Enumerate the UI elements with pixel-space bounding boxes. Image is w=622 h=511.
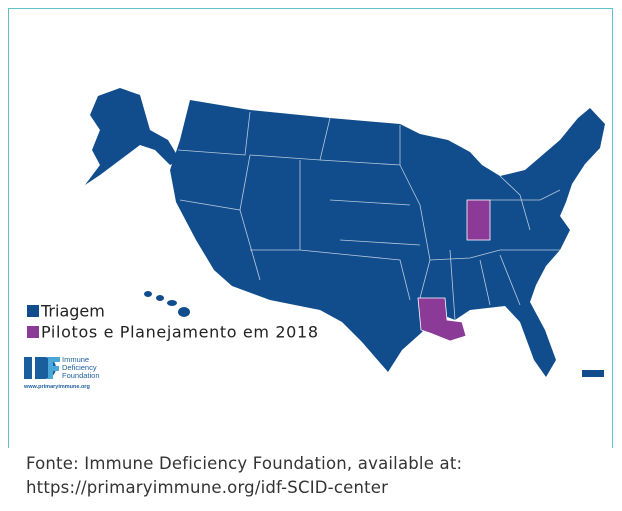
logo-shape <box>48 357 60 379</box>
legend-swatch <box>27 326 39 338</box>
hawaii-island <box>167 300 177 306</box>
logo-url: www.primaryimmune.org <box>23 384 90 390</box>
hawaii-island <box>178 307 190 317</box>
puerto-rico <box>582 370 604 377</box>
contiguous-us <box>170 100 605 377</box>
logo: Immune Deficiency Foundation www.primary… <box>23 355 100 390</box>
us-map <box>85 88 605 377</box>
hawaii-island <box>156 295 164 301</box>
logo-shape <box>24 357 32 379</box>
caption: Fonte: Immune Deficiency Foundation, ava… <box>26 454 463 497</box>
legend-label: Triagem <box>40 302 105 321</box>
indiana <box>466 199 491 241</box>
logo-text: Deficiency <box>62 363 97 372</box>
map: Triagem Pilotos e Planejamento em 2018 I… <box>23 88 605 390</box>
legend-swatch <box>27 305 39 317</box>
state-borders <box>177 111 561 321</box>
hawaii-island <box>144 291 152 297</box>
legend-label: Pilotos e Planejamento em 2018 <box>41 323 318 342</box>
frame <box>8 8 613 448</box>
logo-text: Immune <box>62 355 89 364</box>
alaska <box>85 88 180 185</box>
louisiana <box>417 297 467 342</box>
legend: Triagem Pilotos e Planejamento em 2018 <box>27 302 318 342</box>
logo-text: Foundation <box>62 371 100 380</box>
